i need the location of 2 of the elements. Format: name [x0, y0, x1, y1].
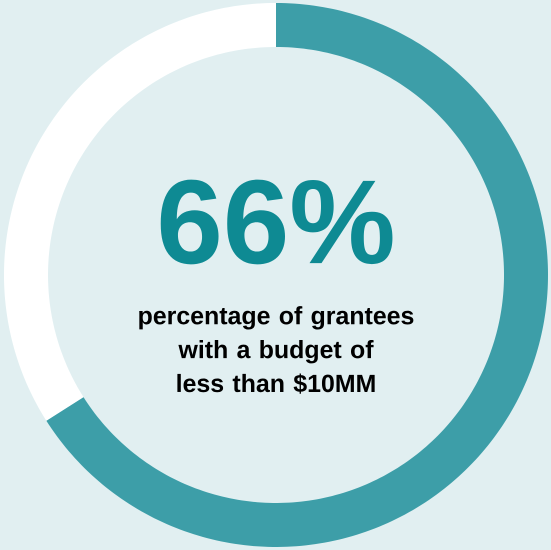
text: percentage of grantees with a budget of less than $10MM	[139, 306, 414, 394]
text: 66%	[160, 180, 392, 264]
